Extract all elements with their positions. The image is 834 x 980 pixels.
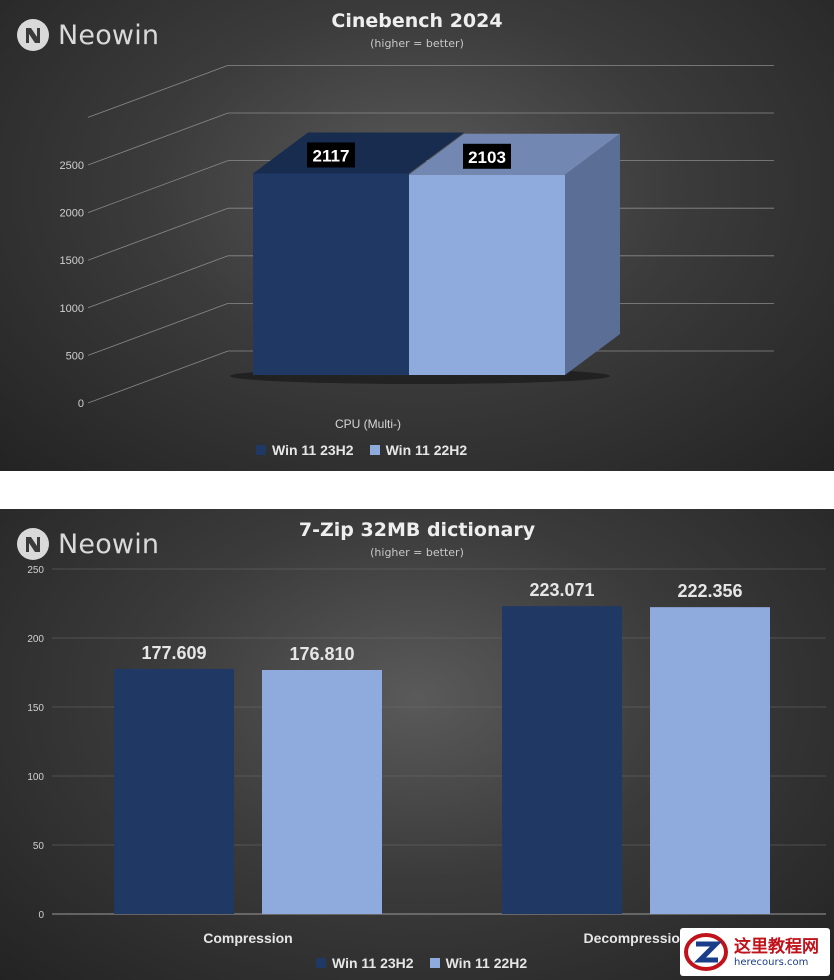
legend-swatch-22h2: [369, 445, 380, 455]
grid-diagonal: [87, 255, 229, 309]
legend-swatch-23h2: [256, 445, 266, 455]
bar-1: [409, 174, 565, 375]
legend-label-23h2: Win 11 23H2: [332, 955, 414, 971]
data-label-1-0: 223.071: [529, 580, 594, 600]
bar-1-1: [650, 607, 770, 914]
y-tick-label: 1500: [60, 255, 84, 267]
chart-legend: Win 11 23H2 Win 11 22H2: [316, 955, 527, 971]
x-category-label: Decompression: [583, 930, 688, 946]
chart-title: 7-Zip 32MB dictionary: [298, 519, 536, 541]
7zip-chart-canvas: 0 50 100 150 200 250 177.609 176.810 Compression…: [27, 565, 826, 946]
y-tick-label: 0: [38, 910, 44, 921]
bar-0-0: [114, 668, 234, 914]
legend-label-22h2: Win 11 22H2: [445, 955, 528, 971]
chart-title: Cinebench 2024: [331, 10, 503, 32]
y-tick-label: 2500: [60, 160, 84, 172]
watermark-sub: herecours.com: [734, 956, 809, 968]
y-tick-label: 50: [33, 841, 45, 852]
watermark-text: 这里教程网 herecours.com: [734, 937, 819, 968]
y-tick-label: 200: [27, 634, 44, 645]
y-tick-label: 0: [78, 398, 84, 410]
legend-label-22h2: Win 11 22H2: [385, 442, 468, 458]
y-tick-label: 100: [27, 772, 44, 783]
cinebench-chart-canvas: 0 500 1000 1500 2000 2500 2117 2103 CPU (Multi-): [60, 65, 774, 431]
grid-diagonal: [87, 350, 229, 404]
legend-label-23h2: Win 11 23H2: [272, 442, 354, 458]
neowin-logo-icon: [17, 19, 49, 51]
chart-subtitle: (higher = better): [370, 37, 464, 50]
grid-diagonal: [87, 303, 229, 356]
cinebench-chart-panel: 0 500 1000 1500 2000 2500 2117 2103 CPU (Multi-)…: [0, 0, 834, 471]
y-tick-label: 500: [66, 350, 84, 362]
y-tick-label: 2000: [60, 208, 84, 220]
y-tick-label: 1000: [60, 303, 84, 315]
bar-side-1: [565, 133, 620, 375]
site-watermark: 这里教程网 herecours.com: [680, 928, 830, 976]
legend-item-23h2: Win 11 23H2: [256, 442, 354, 458]
grid-diagonal: [87, 207, 229, 261]
legend-swatch-23h2: [316, 958, 326, 968]
chart-subtitle: (higher = better): [370, 546, 464, 559]
y-tick-label: 250: [27, 565, 44, 576]
data-label-bg-1: [463, 143, 511, 169]
bar-top-0: [253, 132, 464, 174]
7zip-chart-panel: 0 50 100 150 200 250 177.609 176.810 Compression…: [0, 509, 834, 980]
grid-diagonal: [87, 160, 229, 213]
watermark-main: 这里教程网: [734, 936, 819, 957]
legend-item-23h2: Win 11 23H2: [316, 955, 414, 971]
data-label-0: 2117: [313, 146, 350, 165]
neowin-logo: Neowin: [16, 527, 159, 561]
bar-0-1: [262, 670, 382, 914]
data-label-1: 2103: [468, 148, 506, 167]
legend-item-22h2: Win 11 22H2: [369, 442, 468, 458]
watermark-logo-icon: [684, 933, 728, 971]
data-label-0-1: 176.810: [289, 644, 354, 664]
x-category-label: Compression: [203, 930, 292, 946]
neowin-logo-icon: [17, 528, 49, 560]
brand-name: Neowin: [58, 19, 160, 51]
legend-swatch-22h2: [429, 958, 440, 968]
grid-diagonal: [87, 65, 229, 118]
brand-name: Neowin: [58, 528, 160, 560]
data-label-0-0: 177.609: [141, 643, 206, 663]
bar-top-1: [409, 133, 620, 175]
neowin-logo: Neowin: [16, 18, 159, 52]
data-label-bg-0: [307, 142, 355, 168]
data-label-1-1: 222.356: [677, 581, 742, 601]
bar-1-0: [502, 606, 622, 914]
bar-0: [253, 173, 409, 375]
grid-diagonal: [87, 112, 229, 166]
x-category-label: CPU (Multi-): [335, 417, 401, 431]
y-tick-label: 150: [27, 703, 44, 714]
legend-item-22h2: Win 11 22H2: [429, 955, 528, 971]
chart-legend: Win 11 23H2 Win 11 22H2: [256, 442, 467, 458]
